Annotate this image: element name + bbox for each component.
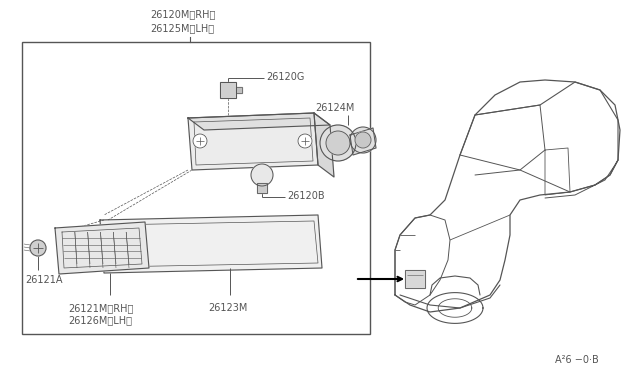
Circle shape	[298, 134, 312, 148]
Circle shape	[320, 125, 356, 161]
Circle shape	[251, 164, 273, 186]
Circle shape	[193, 134, 207, 148]
Bar	[257, 183, 267, 193]
Polygon shape	[188, 113, 318, 170]
Bar	[220, 82, 236, 98]
Text: A²6 −0·B: A²6 −0·B	[555, 355, 599, 365]
Circle shape	[355, 132, 371, 148]
Text: 26125M〈LH〉: 26125M〈LH〉	[150, 23, 214, 33]
Bar	[236, 87, 242, 93]
Polygon shape	[188, 113, 330, 130]
Text: 26121M〈RH〉: 26121M〈RH〉	[68, 303, 133, 313]
Text: 26124M: 26124M	[315, 103, 355, 113]
Bar	[405, 270, 425, 288]
Polygon shape	[100, 215, 322, 273]
Polygon shape	[314, 113, 334, 177]
Bar	[257, 183, 267, 193]
Polygon shape	[55, 222, 149, 274]
Circle shape	[326, 131, 350, 155]
Bar	[236, 87, 242, 93]
Text: 26120G: 26120G	[266, 72, 305, 82]
Text: 26120B: 26120B	[287, 191, 324, 201]
Bar	[220, 82, 236, 98]
Circle shape	[350, 127, 376, 153]
Text: 26121A: 26121A	[25, 275, 63, 285]
Bar	[22, 42, 370, 334]
Text: 26123M: 26123M	[208, 303, 248, 313]
Bar	[405, 270, 425, 288]
Text: 26120M〈RH〉: 26120M〈RH〉	[150, 9, 216, 19]
Circle shape	[30, 240, 46, 256]
Polygon shape	[350, 128, 376, 155]
Text: 26126M〈LH〉: 26126M〈LH〉	[68, 315, 132, 325]
